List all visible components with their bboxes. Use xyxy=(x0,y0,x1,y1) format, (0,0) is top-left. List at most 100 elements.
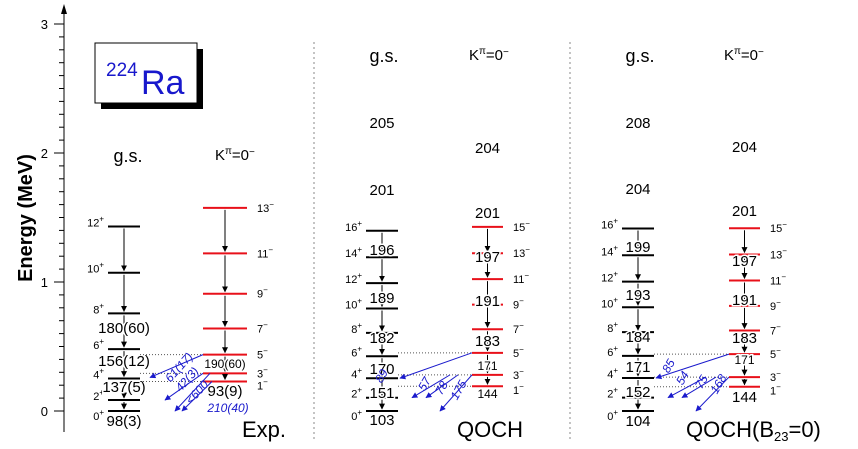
exp-gs-spin-label: 10+ xyxy=(87,261,104,276)
qoch-neg-spin-label: 15− xyxy=(513,219,530,234)
qoch-gs-spin-label: 6+ xyxy=(351,344,362,359)
exp-gs-spin-label: 2+ xyxy=(93,388,104,403)
qoch-gs-transition-energy: 196 xyxy=(369,242,394,259)
exp-gs-transition-energy: 156(12) xyxy=(98,353,150,370)
qoch-interband-arrow xyxy=(425,374,459,399)
gs-header-qoch-b23: g.s. xyxy=(625,46,654,66)
qoch-b23-neg-spin-label: 3− xyxy=(770,369,781,384)
band-headers: g.s. Kπ=0− g.s. Kπ=0− g.s. Kπ=0− xyxy=(113,46,764,166)
exp-interband-label: 210(40) xyxy=(206,401,248,415)
qoch-b23-gs-spin-label: 10+ xyxy=(601,295,618,310)
qoch-b23-gs-transition-energy: 204 xyxy=(625,181,650,198)
exp-gs-spin-label: 8+ xyxy=(93,301,104,316)
qoch-b23-gs-spin-label: 14+ xyxy=(601,243,618,258)
qoch-gs-spin-label: 4+ xyxy=(351,366,362,381)
qoch-neg-transition-energy: 201 xyxy=(475,205,500,222)
exp-interband-arrow xyxy=(164,372,204,401)
y-tick-0: 0 xyxy=(41,404,48,419)
y-tick-1: 1 xyxy=(41,275,48,290)
qoch-gs-transition-energy: 201 xyxy=(369,182,394,199)
exp-interband-arrow xyxy=(181,381,213,412)
qoch-b23-neg-transition-energy: 201 xyxy=(732,203,757,220)
qoch-gs-transition-energy: 103 xyxy=(369,412,394,429)
exp-gs-transition-energy: 180(60) xyxy=(98,320,150,337)
panel-name-qoch-b23: QOCH(B23=0) xyxy=(686,417,821,444)
qoch-neg-transition-energy: 183 xyxy=(475,333,500,350)
qoch-gs-spin-label: 0+ xyxy=(351,408,362,423)
level-bands: 0+ 2+ 4+ 6+ 8+ 10+ 12+ 98(3) 137(5) 156(12) 180(60… xyxy=(87,114,787,432)
qoch-b23-neg-transition-energy: 197 xyxy=(732,253,757,270)
qoch-b23-gs-spin-label: 12+ xyxy=(601,270,618,285)
exp-neg-spin-label: 9− xyxy=(257,286,268,301)
qoch-neg-spin-label: 7− xyxy=(513,321,524,336)
k-header-qoch: Kπ=0− xyxy=(469,46,509,64)
exp-neg-spin-label: 11− xyxy=(257,245,273,260)
qoch-b23-neg-spin-label: 1− xyxy=(770,383,781,398)
y-tick-3: 3 xyxy=(41,17,48,32)
qoch-neg-transition-energy: 191 xyxy=(475,293,500,310)
qoch-b23-neg-spin-label: 11− xyxy=(770,272,786,287)
qoch-b23-neg-spin-label: 7− xyxy=(770,323,781,338)
exp-gs-spin-label: 4+ xyxy=(93,366,104,381)
qoch-neg-spin-label: 13− xyxy=(513,245,530,260)
qoch-neg-spin-label: 1− xyxy=(513,382,524,397)
qoch-b23-neg-spin-label: 13− xyxy=(770,247,787,262)
qoch-neg-spin-label: 9− xyxy=(513,297,524,312)
qoch-b23-neg-spin-label: 9− xyxy=(770,298,781,313)
exp-interband-arrow xyxy=(174,372,211,412)
qoch-b23-neg-transition-energy: 191 xyxy=(732,292,757,309)
qoch-interband-arrow xyxy=(411,374,451,399)
y-tick-2: 2 xyxy=(41,146,48,161)
qoch-b23-gs-spin-label: 2+ xyxy=(607,386,618,401)
qoch-b23-gs-transition-energy: 208 xyxy=(625,115,650,132)
qoch-b23-gs-spin-label: 8+ xyxy=(607,320,618,335)
qoch-gs-transition-energy: 170 xyxy=(369,361,394,378)
qoch-gs-spin-label: 12+ xyxy=(345,271,362,286)
qoch-neg-spin-label: 3− xyxy=(513,367,524,382)
qoch-gs-spin-label: 10+ xyxy=(345,296,362,311)
qoch-b23-neg-transition-energy: 144 xyxy=(732,389,757,406)
qoch-b23-gs-transition-energy: 184 xyxy=(625,329,650,346)
qoch-b23-gs-spin-label: 6+ xyxy=(607,344,618,359)
qoch-interband-label: 78 xyxy=(432,378,451,397)
qoch-neg-transition-energy: 144 xyxy=(477,387,497,401)
qoch-gs-spin-label: 14+ xyxy=(345,245,362,260)
qoch-b23-gs-transition-energy: 193 xyxy=(625,287,650,304)
exp-neg-transition-energy: 190(60) xyxy=(204,357,245,371)
mass-number: 224 xyxy=(106,60,138,81)
gs-header-exp: g.s. xyxy=(113,146,142,166)
qoch-b23-gs-transition-energy: 199 xyxy=(625,239,650,256)
y-axis-label: Energy (MeV) xyxy=(15,154,37,282)
qoch-b23-interband-arrow xyxy=(655,353,730,380)
y-axis: 0 1 2 3 Energy (MeV) xyxy=(15,4,67,432)
qoch-gs-spin-label: 2+ xyxy=(351,386,362,401)
qoch-gs-transition-energy: 182 xyxy=(369,330,394,347)
qoch-b23-interband-arrow xyxy=(681,376,717,399)
panel-name-exp: Exp. xyxy=(242,417,286,442)
qoch-gs-spin-label: 8+ xyxy=(351,321,362,336)
qoch-gs-transition-energy: 205 xyxy=(369,115,394,132)
qoch-b23-neg-transition-energy: 183 xyxy=(732,330,757,347)
exp-gs-transition-energy: 98(3) xyxy=(106,413,141,430)
qoch-b23-interband-label: 168 xyxy=(707,372,729,397)
exp-neg-spin-label: 7− xyxy=(257,320,268,335)
qoch-neg-transition-energy: 171 xyxy=(477,359,497,373)
exp-neg-transition-energy: 93(9) xyxy=(207,383,242,400)
qoch-b23-neg-transition-energy: 171 xyxy=(734,353,754,367)
qoch-b23-gs-spin-label: 0+ xyxy=(607,408,618,423)
qoch-gs-spin-label: 16+ xyxy=(345,219,362,234)
nucleus-label-box: 224 Ra xyxy=(94,42,203,109)
exp-neg-spin-label: 5− xyxy=(257,347,268,362)
qoch-neg-transition-energy: 204 xyxy=(475,140,500,157)
gs-header-qoch: g.s. xyxy=(369,46,398,66)
qoch-gs-transition-energy: 189 xyxy=(369,290,394,307)
qoch-b23-gs-transition-energy: 152 xyxy=(625,384,650,401)
qoch-interband-arrow xyxy=(399,352,473,380)
qoch-b23-interband-label: 54 xyxy=(673,368,692,387)
exp-gs-transition-energy: 137(5) xyxy=(102,379,145,396)
element-symbol: Ra xyxy=(141,64,185,102)
k-header-qoch-b23: Kπ=0− xyxy=(724,46,764,64)
qoch-neg-transition-energy: 197 xyxy=(475,249,500,266)
exp-interband-arrow xyxy=(149,354,204,379)
